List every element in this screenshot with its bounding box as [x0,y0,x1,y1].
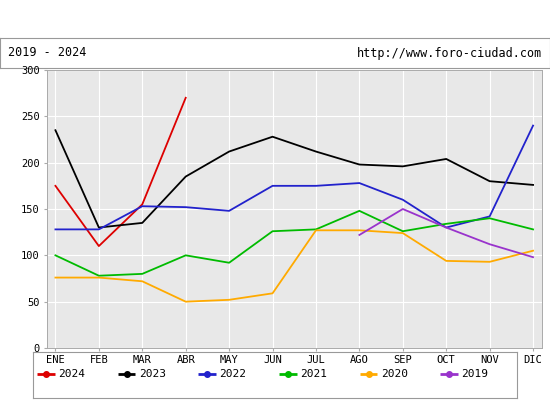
Text: 2024: 2024 [58,369,85,379]
Text: http://www.foro-ciudad.com: http://www.foro-ciudad.com [356,46,542,60]
Text: Evolucion Nº Turistas Extranjeros en el municipio de El Viso de San Juan: Evolucion Nº Turistas Extranjeros en el … [50,12,500,26]
Text: 2021: 2021 [300,369,327,379]
Text: 2019 - 2024: 2019 - 2024 [8,46,87,60]
Text: 2023: 2023 [139,369,166,379]
Text: 2022: 2022 [219,369,246,379]
Text: 2020: 2020 [381,369,408,379]
Text: 2019: 2019 [461,369,488,379]
